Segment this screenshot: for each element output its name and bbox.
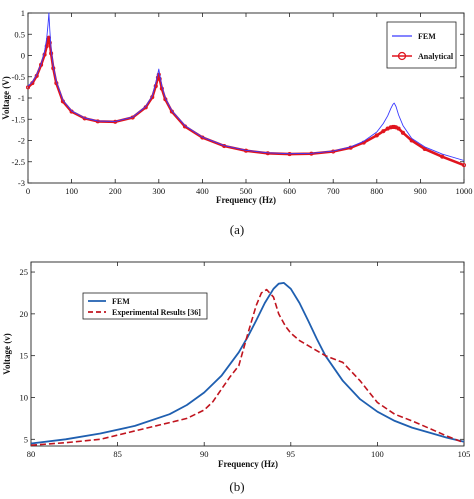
panel-a-x-axis-label: Frequency (Hz)	[216, 195, 276, 205]
y-tick-label: 15	[20, 351, 29, 361]
data-point	[374, 133, 379, 138]
panel-b-plot-frame	[30, 261, 465, 447]
y-tick-label: -2.5	[12, 157, 25, 167]
y-tick-label: 5	[24, 434, 28, 444]
x-tick-label: 80	[27, 449, 36, 459]
panel-a-legend: FEM Analytical	[386, 21, 457, 69]
x-tick-label: 100	[65, 186, 78, 196]
x-tick-label: 400	[196, 186, 209, 196]
x-tick-label: 95	[287, 449, 296, 459]
y-tick-label: -1	[18, 93, 25, 103]
x-tick-label: 1000	[456, 186, 473, 196]
panel-b-legend-label-experimental: Experimental Results [36]	[112, 308, 201, 317]
panel-b-caption: (b)	[229, 479, 244, 494]
panel-b-legend-box	[82, 292, 208, 320]
panel-b-chart: 80 85 90 95 100 105 5 10 15 20 25 Frequency (Hz) V…	[2, 261, 471, 494]
y-tick-label: 20	[20, 309, 29, 319]
x-tick-label: 800	[370, 186, 383, 196]
data-point	[396, 126, 401, 131]
y-tick-label: -2	[18, 136, 25, 146]
data-point	[392, 124, 397, 129]
y-tick-label: 1	[21, 8, 25, 18]
panel-a-ticks: 0 100 200 300 400 500 600 700 800 900 1000 -3 -2.5 -2…	[12, 8, 473, 196]
x-tick-label: 105	[458, 449, 471, 459]
series-line-fem	[27, 12, 465, 161]
y-tick-label: -1.5	[12, 114, 25, 124]
panel-b-legend: FEM Experimental Results [36]	[82, 292, 208, 320]
y-tick-label: 0.5	[14, 29, 25, 39]
y-tick-label: -0.5	[12, 72, 25, 82]
y-tick-label: 10	[20, 392, 29, 402]
x-tick-label: 0	[26, 186, 30, 196]
x-tick-label: 700	[327, 186, 340, 196]
panel-b-series	[30, 281, 465, 446]
panel-a-legend-marker-analytical	[397, 51, 407, 61]
x-tick-label: 600	[283, 186, 296, 196]
panel-a-chart: 0 100 200 300 400 500 600 700 800 900 1000 -3 -2.5 -2…	[1, 8, 473, 237]
x-tick-label: 900	[414, 186, 427, 196]
panel-a-legend-label-analytical: Analytical	[418, 52, 454, 61]
series-line-fem	[30, 281, 465, 445]
x-tick-label: 90	[200, 449, 209, 459]
x-tick-label: 500	[240, 186, 253, 196]
data-point	[440, 154, 445, 159]
x-tick-label: 100	[371, 449, 384, 459]
x-tick-label: 200	[109, 186, 122, 196]
y-tick-label: 0	[21, 51, 25, 61]
panel-b-y-axis-label: Voltage (v)	[2, 333, 12, 374]
panel-a-series	[25, 12, 467, 168]
panel-a-legend-box	[386, 21, 457, 69]
panel-b-x-axis-label: Frequency (Hz)	[218, 459, 278, 469]
data-point	[422, 146, 427, 152]
data-point	[400, 130, 406, 135]
panel-b-legend-label-fem: FEM	[112, 297, 130, 306]
data-point	[381, 129, 386, 134]
y-tick-label: -3	[18, 178, 25, 188]
data-point	[157, 76, 162, 81]
panel-a-y-axis-label: Voltage (V)	[1, 76, 11, 119]
series-line-experimental-results-36	[30, 288, 465, 446]
panel-a-legend-label-fem: FEM	[418, 32, 436, 41]
x-tick-label: 85	[113, 449, 122, 459]
y-tick-label: 25	[20, 267, 29, 277]
x-tick-label: 300	[152, 186, 165, 196]
panel-b-ticks: 80 85 90 95 100 105 5 10 15 20 25	[20, 262, 471, 459]
panel-a-caption: (a)	[230, 222, 244, 237]
data-point	[461, 163, 467, 168]
data-point	[47, 40, 52, 45]
